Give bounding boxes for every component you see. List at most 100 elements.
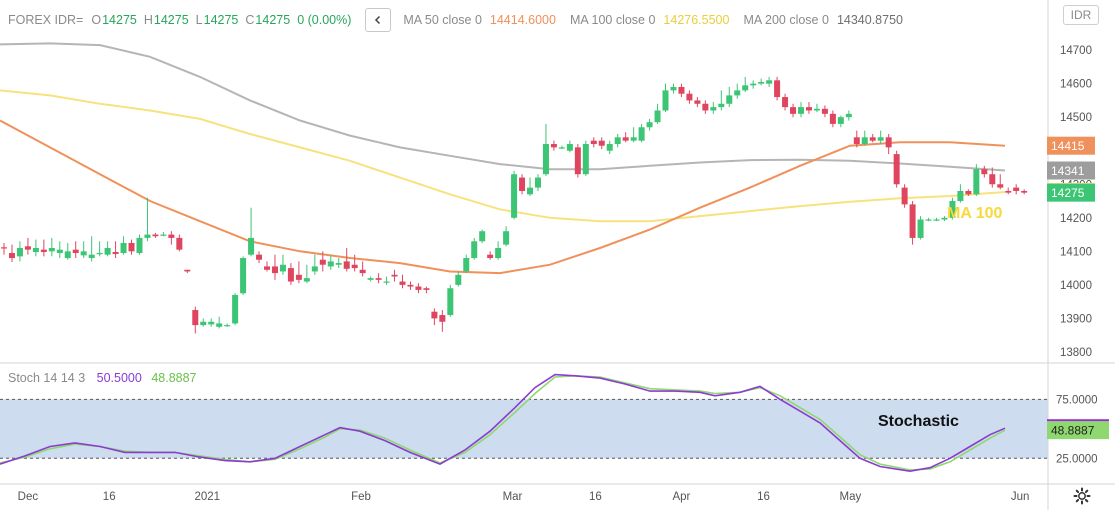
candle [527,177,534,196]
candle [319,251,326,272]
gear-icon[interactable] [1072,486,1092,506]
candle [710,102,717,114]
candle-body [654,110,661,123]
candle-body [718,103,725,108]
candle-body [88,254,95,259]
candle [885,133,892,155]
candle [479,229,486,243]
collapse-legend-button[interactable] [365,8,392,32]
candle [487,251,494,260]
candle-body [479,231,486,242]
time-tick-label: Apr [672,491,690,503]
candle-body [638,127,645,141]
candle [750,80,757,89]
candle-body [766,80,773,84]
candle [829,110,836,128]
candle [503,226,510,247]
currency-button[interactable]: IDR [1063,5,1099,25]
candle [8,244,15,263]
candle [813,103,820,113]
candle-body [901,187,908,205]
candle [232,293,239,326]
candle [104,241,111,257]
low-key: L [195,13,203,27]
candle-body [917,219,924,238]
candle [152,232,159,238]
candle [638,123,645,143]
candle-body [702,103,709,111]
candle-body [407,284,414,287]
candle [694,97,701,108]
candle [766,76,773,88]
candle-body [232,294,239,324]
candle [909,201,916,245]
candle-body [630,137,637,141]
candle-body [216,323,223,327]
candle [925,217,932,222]
candle-body [997,184,1004,188]
candle-body [829,113,836,124]
candle-body [861,137,868,145]
candle [303,264,310,284]
stochastic-tick-label: 75.0000 [1056,394,1098,406]
candle [853,130,860,148]
candle [558,145,565,150]
price-badge-bg [1047,161,1095,180]
candle [519,174,526,195]
candle-body [726,95,733,104]
price-badge-label: 14341 [1051,164,1085,178]
candle [423,286,430,294]
candle [742,76,749,93]
open-key: O [91,13,102,27]
candle [407,281,414,290]
candle [646,118,653,131]
candle-body [463,258,470,272]
ma50-value: 14414.6000 [489,13,556,27]
candle [391,269,398,282]
candle-body [391,274,398,277]
price-tick-label: 14200 [1060,213,1092,225]
candle-body [1013,187,1020,191]
candle [861,130,868,146]
candle-body [734,90,741,96]
candle-body [487,254,494,259]
candle [383,276,390,285]
candle [837,115,844,128]
candle [48,237,55,257]
candle-body [534,177,541,188]
candle [200,318,207,327]
candle [439,310,446,332]
candle [343,247,350,272]
candle [511,170,518,220]
candle [136,234,143,255]
candle [359,261,366,277]
price-badge-bg [1047,136,1095,155]
candle [1005,187,1012,195]
candle [1,242,7,255]
ma100-annotation: MA 100 [947,205,1003,222]
candle [941,216,948,222]
candle-body [256,254,263,260]
candle [662,83,669,113]
price-tick-label: 13900 [1060,313,1092,325]
candle-body [869,137,876,141]
candle-body [662,90,669,111]
high-key: H [143,13,153,27]
candle [582,140,589,176]
candle-body [710,107,717,111]
candle-body [558,147,565,149]
candle [790,103,797,118]
candle-body [574,147,581,175]
candle-body [686,93,693,101]
price-badge: 14415 [1047,136,1095,155]
candle-body [104,247,111,255]
candle-body [965,190,972,195]
candle [630,127,637,143]
candle-body [805,107,812,111]
candle [24,237,31,255]
candle [654,103,661,124]
candle [758,78,765,86]
candle-body [582,144,589,175]
candle [566,140,573,153]
